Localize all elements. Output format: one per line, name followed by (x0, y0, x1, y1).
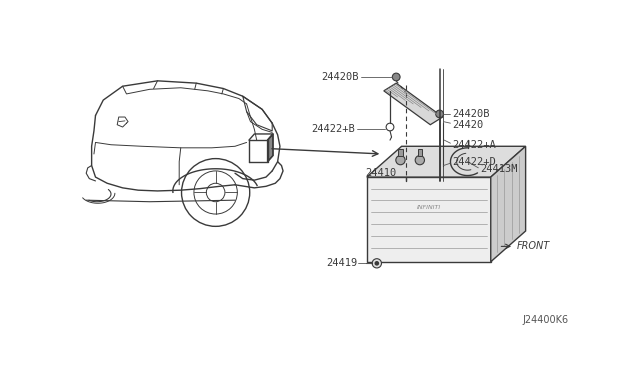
Text: 24420: 24420 (452, 120, 483, 130)
Circle shape (392, 73, 400, 81)
Bar (398, 150, 403, 155)
Polygon shape (384, 83, 443, 125)
Text: 24422+D: 24422+D (452, 157, 496, 167)
Circle shape (415, 155, 424, 165)
Text: 24410: 24410 (365, 168, 396, 178)
Circle shape (374, 261, 379, 266)
Text: J24400K6: J24400K6 (522, 315, 568, 325)
Polygon shape (367, 177, 491, 262)
Polygon shape (268, 134, 273, 162)
Text: 24420B: 24420B (452, 109, 490, 119)
Text: INFINITI: INFINITI (417, 205, 441, 211)
Polygon shape (491, 146, 525, 262)
Circle shape (396, 155, 405, 165)
Text: 24420B: 24420B (321, 72, 359, 82)
Circle shape (372, 259, 381, 268)
Text: 24413M: 24413M (480, 164, 517, 174)
Text: FRONT: FRONT (516, 241, 550, 251)
Polygon shape (367, 146, 525, 177)
Text: 24422+B: 24422+B (312, 124, 355, 134)
Circle shape (436, 110, 444, 118)
Bar (417, 150, 422, 155)
Text: 24419: 24419 (326, 258, 358, 268)
Bar (432, 163, 443, 171)
Text: 24422+A: 24422+A (452, 140, 496, 150)
